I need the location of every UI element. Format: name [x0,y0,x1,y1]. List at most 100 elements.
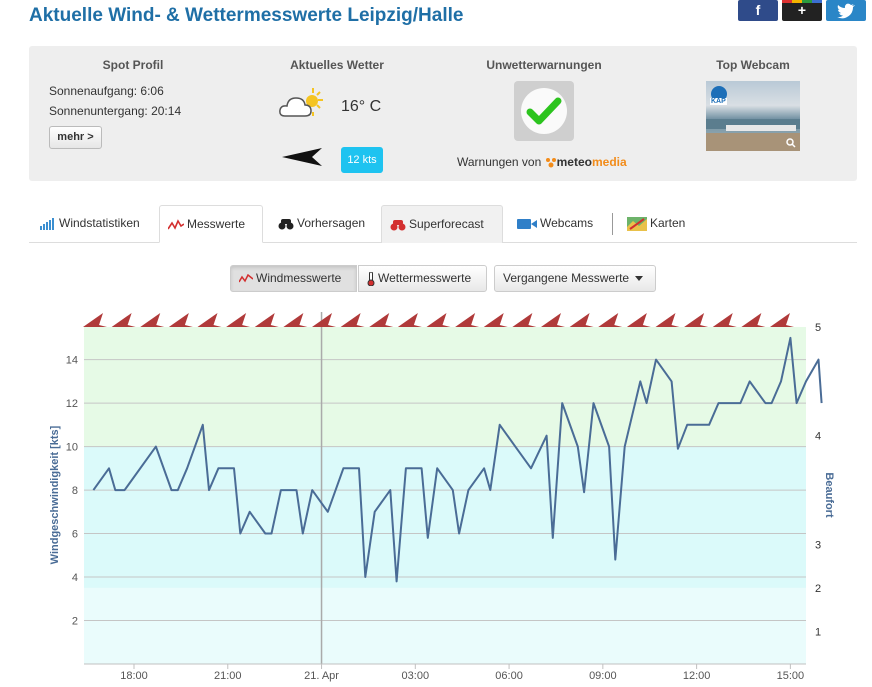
wind-direction-arrow [712,313,737,327]
past-values-dropdown[interactable]: Vergangene Messwerte [494,265,656,292]
webcam-heading: Top Webcam [716,58,790,72]
wind-direction-arrow [541,313,565,327]
wind-direction-arrow [111,313,136,327]
wind-direction-arrow [626,313,651,327]
wind-direction-arrow [168,313,193,327]
webcam-thumbnail[interactable]: KAP [706,81,800,151]
warning-status-box[interactable] [514,81,574,141]
tab-separator [612,213,613,235]
beaufort-tick-label: 3 [815,539,821,551]
bar-chart-icon [40,217,54,230]
wind-direction-arrow [426,313,451,327]
beaufort-band [84,587,806,664]
wind-direction-arrow [340,313,365,327]
wind-speed-line [92,336,823,583]
tab-label: Windstatistiken [59,216,140,230]
wind-direction-arrow [369,313,394,327]
meteomedia-brand-part2: media [591,155,627,169]
x-tick-label: 06:00 [495,670,523,682]
binoculars-icon [278,218,294,230]
x-tick-label: 09:00 [589,670,617,682]
wind-direction-arrow [312,313,336,327]
y2-axis-title: Beaufort [823,472,835,518]
y-tick-label: 14 [66,355,78,367]
caret-down-icon [635,276,644,282]
windmesswerte-button[interactable]: Windmesswerte [230,265,357,292]
wind-direction-arrow [397,313,422,327]
wettermesswerte-button[interactable]: Wettermesswerte [358,265,487,292]
beaufort-tick-label: 5 [815,322,821,334]
wind-direction-arrow [741,313,766,327]
gplus-stripe [782,0,822,3]
wind-direction-arrow [483,313,508,327]
tab-vorhersagen[interactable]: Vorhersagen [270,205,382,243]
y-tick-label: 6 [72,529,78,541]
wind-speed-badge: 12 kts [341,147,383,173]
wind-direction-arrow [226,313,251,327]
y-tick-label: 2 [72,616,78,628]
tab-messwerte[interactable]: Messwerte [159,205,263,243]
facebook-icon: f [755,2,761,18]
past-values-label: Vergangene Messwerte [503,271,630,285]
x-tick-label: 12:00 [683,670,711,682]
meteomedia-brand-part1: meteo [556,155,592,169]
video-camera-icon [517,218,537,229]
twitter-share-button[interactable] [826,0,866,21]
wind-direction-arrow [140,313,165,327]
warnings-heading: Unwetterwarnungen [486,58,602,72]
tab-label: Superforecast [409,217,484,231]
wind-direction-arrow [197,313,222,327]
sunset-text: Sonnenuntergang: 20:14 [49,104,182,118]
wind-direction-arrow-icon [282,148,322,166]
wind-direction-arrow [455,313,480,327]
meteomedia-logo-icon [545,157,556,168]
wind-direction-arrow [655,313,680,327]
facebook-share-button[interactable]: f [738,0,778,21]
twitter-bird-icon [837,3,855,19]
warnings-source[interactable]: Warnungen von meteomedia [457,155,627,169]
tab-label: Webcams [540,216,594,230]
beaufort-tick-label: 2 [815,583,821,595]
x-tick-label: 18:00 [120,670,148,682]
x-tick-label: 15:00 [777,670,805,682]
tab-label: Karten [650,216,686,230]
y-axis-title: Windgeschwindigkeit [kts] [49,425,61,564]
tab-label: Vorhersagen [297,216,366,230]
line-zigzag-icon [239,273,253,283]
thermometer-icon [367,271,375,286]
tab-windstatistiken[interactable]: Windstatistiken [32,205,158,243]
page-title: Aktuelle Wind- & Wettermesswerte Leipzig… [29,5,464,26]
beaufort-band [84,327,806,447]
y-tick-label: 12 [66,398,78,410]
wind-direction-arrow [598,313,623,327]
spot-profil-heading: Spot Profil [102,58,164,72]
wind-direction-arrow [254,313,279,327]
more-button[interactable]: mehr > [49,126,102,149]
tab-karten[interactable]: Karten [619,205,699,243]
beaufort-band [84,446,806,588]
gplus-icon: + [797,2,807,18]
windmesswerte-label: Windmesswerte [256,271,342,285]
tab-webcams[interactable]: Webcams [509,205,605,243]
wind-direction-arrow [512,313,537,327]
wettermesswerte-label: Wettermesswerte [378,271,472,285]
zoom-icon [786,138,796,148]
gplus-share-button[interactable]: + [782,0,822,21]
beaufort-tick-label: 1 [815,626,821,638]
webcam-logo-text: KAP [710,98,727,105]
red-binoculars-icon [390,219,406,231]
wind-direction-arrow [283,313,308,327]
sunrise-text: Sonnenaufgang: 6:06 [49,84,164,98]
y-tick-label: 8 [72,485,78,497]
cloud-sun-icon [279,88,323,117]
map-icon [627,216,647,231]
y-tick-label: 10 [66,442,78,454]
warning-status-circle [521,88,567,134]
line-zigzag-icon [168,219,184,230]
tab-superforecast[interactable]: Superforecast [381,205,503,243]
wind-direction-arrow [83,313,107,327]
content-tabs: Windstatistiken Messwerte Vorhersagen Su… [29,205,857,243]
wind-direction-arrow [684,313,709,327]
